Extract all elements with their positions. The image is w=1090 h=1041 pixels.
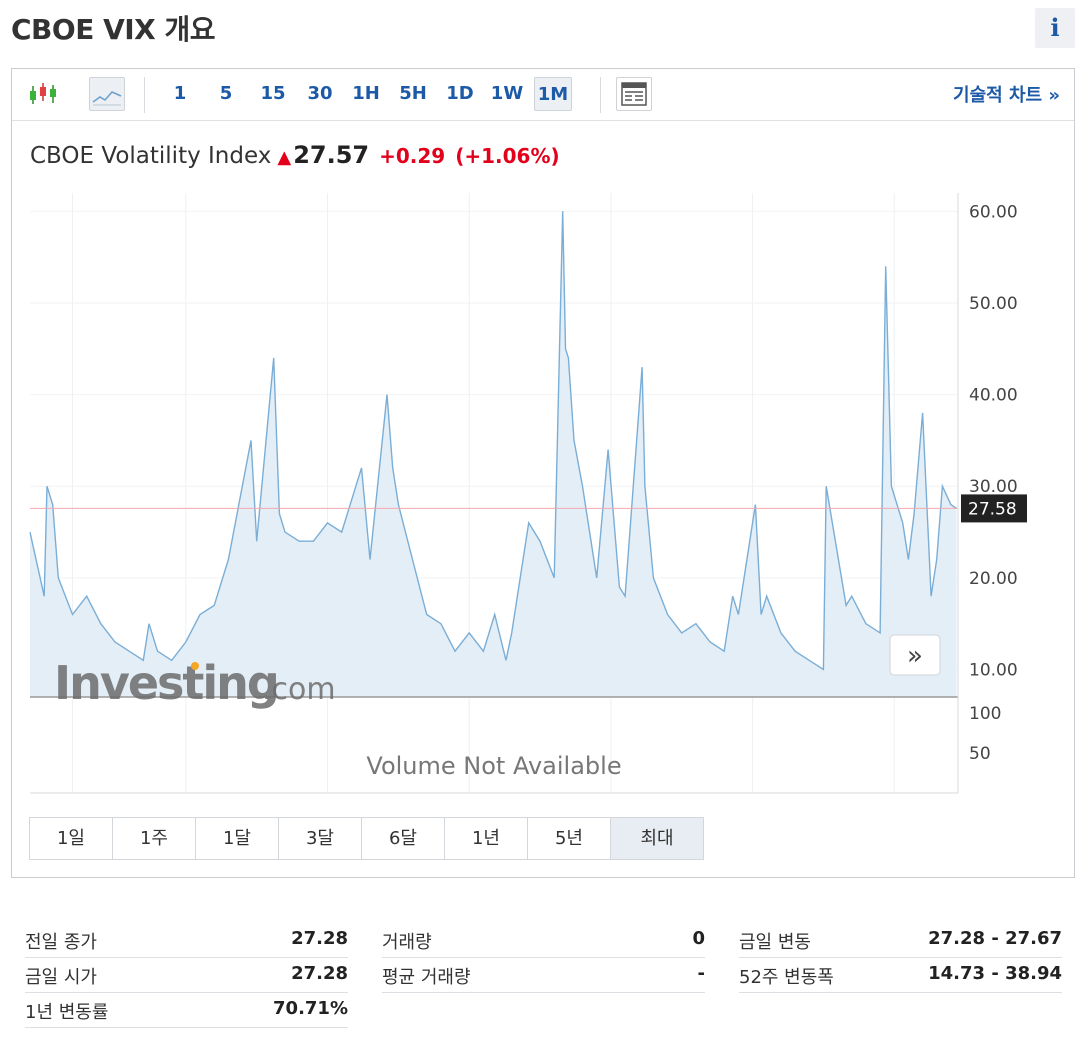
chart-toolbar: 1 5 15 30 1H 5H 1D 1W 1M 기술적 차트 »	[12, 69, 1074, 121]
interval-30[interactable]: 30	[307, 83, 333, 104]
x-tick-label: 1995	[164, 808, 207, 809]
x-tick-label: 2020	[873, 808, 916, 809]
stat-avg-volume: 평균 거래량 -	[382, 959, 705, 993]
stat-52w-range: 52주 변동폭 14.73 - 38.94	[739, 959, 1062, 993]
y-tick-label: 20.00	[969, 569, 1018, 589]
interval-1w[interactable]: 1W	[490, 83, 524, 104]
y-tick-label: 60.00	[969, 202, 1018, 222]
price-chart[interactable]: 60.00 50.00 40.00 30.00 20.00 10.00 27.58 100 50…	[12, 189, 1074, 809]
info-button[interactable]: i	[1035, 8, 1075, 48]
range-selector: 1일 1주 1달 3달 6달 1년 5년 최대	[29, 817, 704, 860]
interval-5[interactable]: 5	[219, 83, 233, 104]
toolbar-divider	[600, 77, 601, 113]
stat-volume: 거래량 0	[382, 924, 705, 958]
interval-1[interactable]: 1	[173, 83, 187, 104]
x-tick-label: 2005	[448, 808, 491, 809]
watermark-dot	[191, 662, 199, 670]
scroll-right-button[interactable]	[889, 634, 941, 676]
interval-1m[interactable]: 1M	[534, 77, 572, 111]
range-6mo[interactable]: 6달	[362, 818, 445, 859]
x-tick-label: 2000	[306, 808, 349, 809]
interval-15[interactable]: 15	[260, 83, 286, 104]
volume-tick-label: 100	[969, 704, 1001, 724]
current-price-badge	[961, 494, 1027, 523]
instrument-name: CBOE Volatility Index	[30, 143, 272, 169]
chart-widget: 1 5 15 30 1H 5H 1D 1W 1M 기술적 차트 » CBOE V…	[11, 68, 1075, 878]
range-3mo[interactable]: 3달	[279, 818, 362, 859]
x-tick-label: 2015	[731, 808, 774, 809]
interval-5h[interactable]: 5H	[399, 83, 427, 104]
last-price: 27.57	[293, 141, 370, 169]
price-change: +0.29	[379, 144, 446, 168]
investing-watermark: Investing	[54, 656, 278, 710]
range-5y[interactable]: 5년	[528, 818, 611, 859]
layout-icon[interactable]	[616, 77, 652, 111]
stat-prev-close: 전일 종가 27.28	[25, 924, 348, 958]
stat-1y-change: 1년 변동률 70.71%	[25, 994, 348, 1028]
y-tick-label: 50.00	[969, 294, 1018, 314]
x-tick-label: 2010	[589, 808, 632, 809]
price-area	[30, 211, 957, 698]
range-1d[interactable]: 1일	[30, 818, 113, 859]
range-1mo[interactable]: 1달	[196, 818, 279, 859]
interval-1d[interactable]: 1D	[446, 83, 474, 104]
y-tick-label: 30.00	[969, 477, 1018, 497]
interval-1h[interactable]: 1H	[352, 83, 380, 104]
technical-chart-link[interactable]: 기술적 차트 »	[953, 85, 1060, 106]
double-chevron-right-icon: »	[907, 641, 923, 671]
quote-line: CBOE Volatility Index ▲27.57 +0.29 (+1.06%)	[30, 141, 570, 169]
range-1w[interactable]: 1주	[113, 818, 196, 859]
stat-open: 금일 시가 27.28	[25, 959, 348, 993]
toolbar-divider	[144, 77, 145, 113]
current-price-label: 27.58	[968, 499, 1017, 519]
line-chart-icon[interactable]	[89, 77, 125, 111]
stat-day-range: 금일 변동 27.28 - 27.67	[739, 924, 1062, 958]
up-arrow-icon: ▲	[277, 147, 292, 168]
investing-watermark-suffix: .com	[262, 672, 336, 707]
price-change-pct: (+1.06%)	[455, 144, 560, 168]
range-max[interactable]: 최대	[611, 818, 703, 859]
candlestick-icon[interactable]	[26, 77, 62, 111]
page-title: CBOE VIX 개요	[11, 13, 216, 46]
range-1y[interactable]: 1년	[445, 818, 528, 859]
volume-tick-label: 50	[969, 744, 991, 764]
y-tick-label: 10.00	[969, 661, 1018, 681]
y-tick-label: 40.00	[969, 386, 1018, 406]
x-tick-label: 1991	[51, 808, 94, 809]
volume-not-available: Volume Not Available	[366, 752, 621, 780]
price-line	[29, 211, 957, 671]
